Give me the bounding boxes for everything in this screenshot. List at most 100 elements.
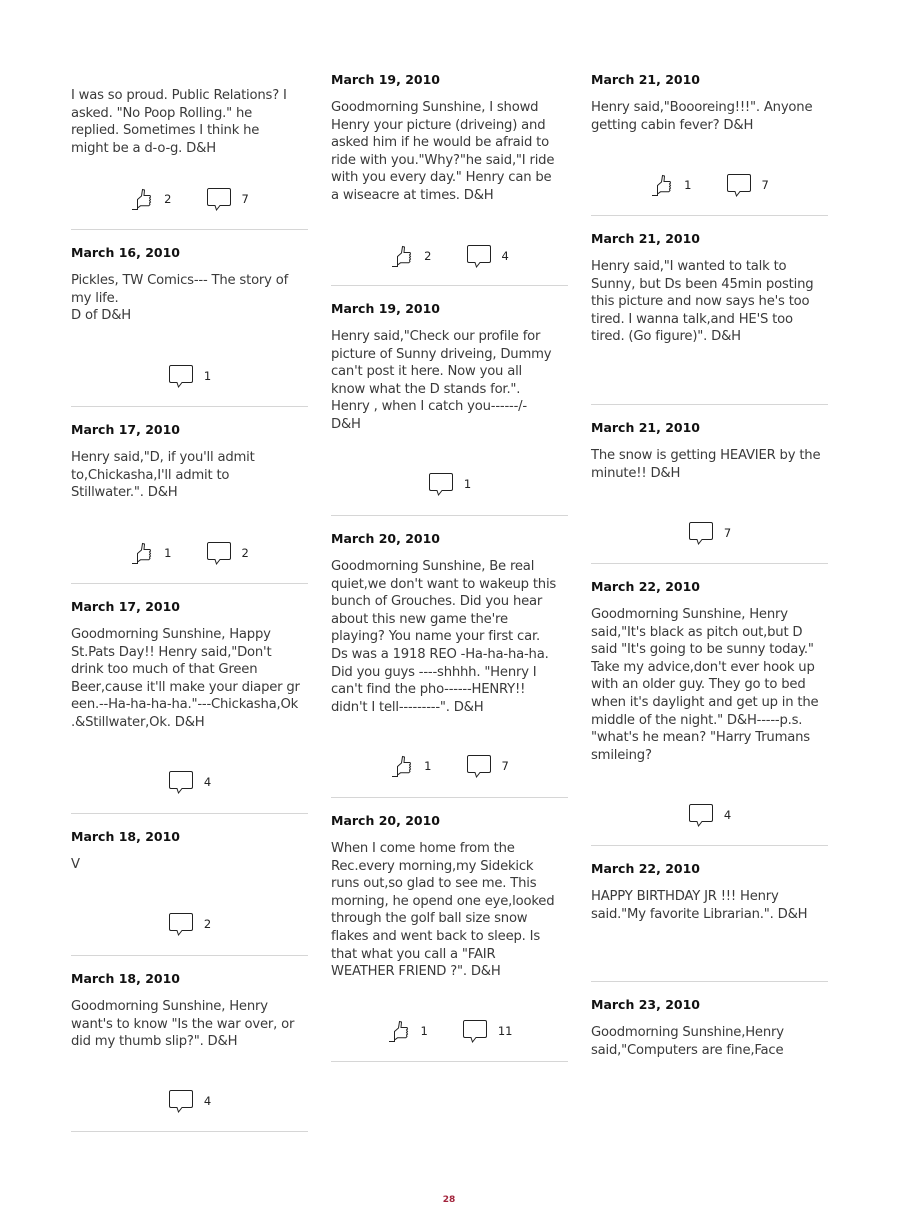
comment-bubble-icon <box>206 541 232 566</box>
reactions-row: 4 <box>71 769 308 795</box>
comment-bubble-icon <box>466 244 492 269</box>
reactions-row: 2 <box>71 911 308 937</box>
comment-bubble-icon <box>168 770 194 795</box>
post-divider <box>71 955 308 956</box>
post-divider <box>591 845 828 846</box>
comment-button[interactable]: 11 <box>462 1019 513 1044</box>
post-date: March 19, 2010 <box>331 72 440 87</box>
comment-button[interactable]: 7 <box>466 754 509 779</box>
post-date: March 21, 2010 <box>591 72 700 87</box>
post-date: March 20, 2010 <box>331 531 440 546</box>
reactions-row: 1 <box>71 363 308 389</box>
comment-count: 11 <box>497 1024 513 1038</box>
post-date: March 18, 2010 <box>71 829 180 844</box>
post-date: March 22, 2010 <box>591 861 700 876</box>
thumbs-up-icon <box>387 1019 411 1043</box>
like-button[interactable]: 2 <box>130 187 172 211</box>
comment-button[interactable]: 2 <box>168 912 211 937</box>
post-text: Goodmorning Sunshine, I showd Henry your… <box>331 100 555 203</box>
comment-button[interactable]: 1 <box>168 364 211 389</box>
comment-count: 7 <box>241 192 249 206</box>
like-count: 1 <box>164 546 172 560</box>
thumbs-up-icon <box>650 173 674 197</box>
post-date: March 23, 2010 <box>591 997 700 1012</box>
reactions-row: 4 <box>71 1088 308 1114</box>
post-text: Goodmorning Sunshine, Be real quiet,we d… <box>331 559 557 715</box>
post-date: March 18, 2010 <box>71 971 180 986</box>
comment-count: 7 <box>761 178 769 192</box>
like-button[interactable]: 2 <box>390 244 432 268</box>
post-text: Goodmorning Sunshine, Henry want's to kn… <box>71 999 295 1050</box>
post-divider <box>71 1131 308 1132</box>
post-divider <box>71 813 308 814</box>
post-divider <box>591 981 828 982</box>
comment-bubble-icon <box>206 187 232 212</box>
comment-count: 4 <box>203 1094 212 1108</box>
post-text: Pickles, TW Comics--- The story of my li… <box>71 273 289 324</box>
comment-button[interactable]: 4 <box>168 770 211 795</box>
like-button[interactable]: 1 <box>650 173 692 197</box>
like-count: 1 <box>424 759 432 773</box>
post-text: The snow is getting HEAVIER by the minut… <box>591 448 821 481</box>
post-text: Goodmorning Sunshine, Henry said,"It's b… <box>591 607 819 763</box>
post-text: When I come home from the Rec.every morn… <box>331 841 555 980</box>
post-divider <box>71 583 308 584</box>
post-text: Goodmorning Sunshine, Happy St.Pats Day!… <box>71 627 300 730</box>
comment-button[interactable]: 4 <box>688 803 731 828</box>
comment-count: 4 <box>203 775 212 789</box>
post-date: March 17, 2010 <box>71 422 180 437</box>
comment-button[interactable]: 1 <box>428 472 471 497</box>
like-count: 1 <box>420 1024 428 1038</box>
thumbs-up-icon <box>130 187 154 211</box>
comment-bubble-icon <box>168 912 194 937</box>
reactions-row: 1 11 <box>331 1018 568 1044</box>
post-divider <box>331 515 568 516</box>
post-date: March 22, 2010 <box>591 579 700 594</box>
comment-count: 7 <box>723 526 732 540</box>
comment-bubble-icon <box>726 173 752 198</box>
post-divider <box>71 406 308 407</box>
comment-button[interactable]: 4 <box>466 244 509 269</box>
post-text: V <box>71 857 80 872</box>
comment-count: 2 <box>241 546 249 560</box>
post-text: Goodmorning Sunshine,Henry said,"Compute… <box>591 1025 784 1058</box>
comment-bubble-icon <box>466 754 492 779</box>
comment-count: 4 <box>723 808 732 822</box>
comment-button[interactable]: 4 <box>168 1089 211 1114</box>
post-divider <box>71 229 308 230</box>
post-text: Henry said,"D, if you'll admit to,Chicka… <box>71 450 255 501</box>
like-count: 1 <box>684 178 692 192</box>
post-date: March 20, 2010 <box>331 813 440 828</box>
post-date: March 21, 2010 <box>591 231 700 246</box>
thumbs-up-icon <box>390 244 414 268</box>
like-button[interactable]: 1 <box>387 1019 428 1043</box>
post-text: Henry said,"Boooreing!!!". Anyone gettin… <box>591 100 813 133</box>
post-divider <box>591 404 828 405</box>
post-text: I was so proud. Public Relations? I aske… <box>71 88 287 156</box>
like-count: 2 <box>164 192 172 206</box>
post-date: March 21, 2010 <box>591 420 700 435</box>
post-divider <box>591 563 828 564</box>
reactions-row: 1 <box>331 471 568 497</box>
post-divider <box>331 1061 568 1062</box>
like-button[interactable]: 1 <box>390 754 432 778</box>
comment-count: 4 <box>501 249 509 263</box>
post-date: March 19, 2010 <box>331 301 440 316</box>
like-button[interactable]: 1 <box>130 541 172 565</box>
comment-button[interactable]: 7 <box>688 521 731 546</box>
comment-count: 1 <box>463 477 472 491</box>
comment-button[interactable]: 2 <box>206 541 249 566</box>
comment-bubble-icon <box>428 472 454 497</box>
post-divider <box>591 215 828 216</box>
comment-bubble-icon <box>688 521 714 546</box>
post-date: March 17, 2010 <box>71 599 180 614</box>
comment-button[interactable]: 7 <box>726 173 769 198</box>
post-divider <box>331 797 568 798</box>
thumbs-up-icon <box>130 541 154 565</box>
comment-button[interactable]: 7 <box>206 187 249 212</box>
comment-bubble-icon <box>462 1019 488 1044</box>
